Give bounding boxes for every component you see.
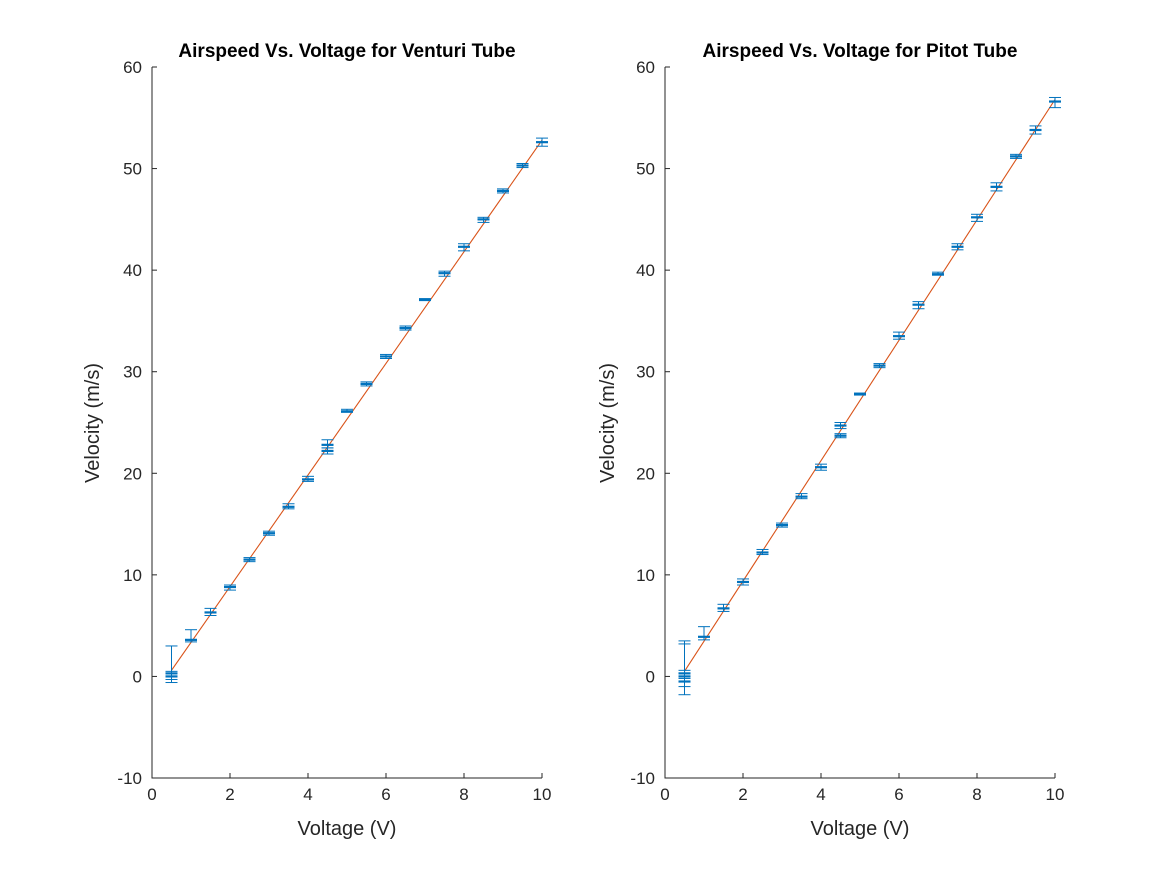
error-bar <box>854 392 866 396</box>
error-bar <box>185 629 197 643</box>
error-bar <box>912 301 925 310</box>
error-bar <box>477 216 490 223</box>
chart-title: Airspeed Vs. Voltage for Venturi Tube <box>178 41 515 62</box>
error-bar <box>438 270 451 277</box>
error-bar <box>282 503 295 510</box>
error-bar <box>516 162 529 169</box>
x-tick-label: 6 <box>381 785 390 804</box>
error-bar <box>990 182 1003 192</box>
error-bar <box>399 325 412 331</box>
plot-area <box>165 137 548 684</box>
y-tick-label: 50 <box>123 160 142 179</box>
error-bar <box>458 243 470 252</box>
error-bar <box>1010 153 1022 159</box>
error-bar <box>165 670 178 680</box>
error-bar <box>737 578 749 586</box>
error-bar <box>834 433 847 439</box>
error-bar <box>678 669 691 679</box>
error-bar <box>1049 96 1061 109</box>
error-bar <box>795 493 808 500</box>
y-tick-label: 60 <box>123 58 142 77</box>
y-tick-label: 50 <box>636 160 655 179</box>
error-bar <box>224 584 236 591</box>
error-bar <box>263 530 275 536</box>
x-tick-label: 8 <box>459 785 468 804</box>
error-bar <box>302 475 314 482</box>
error-bar <box>536 137 548 147</box>
axis-frame <box>664 67 1055 779</box>
fit-line <box>171 139 543 671</box>
error-bar <box>1029 125 1042 135</box>
y-tick-label: 0 <box>646 667 655 686</box>
error-bar <box>341 408 353 413</box>
chart-title: Airspeed Vs. Voltage for Pitot Tube <box>703 41 1018 62</box>
fit-line <box>684 99 1056 672</box>
y-tick-label: 30 <box>123 363 142 382</box>
error-bar <box>698 626 710 641</box>
x-tick-label: 4 <box>303 785 312 804</box>
y-tick-label: -10 <box>117 769 142 788</box>
error-bar <box>497 188 509 194</box>
error-bar <box>756 548 769 556</box>
axes-pitot: Airspeed Vs. Voltage for Pitot Tube Volt… <box>597 41 1064 840</box>
error-bar <box>815 463 827 471</box>
y-axis-label: Velocity (m/s) <box>82 363 104 483</box>
error-bar <box>321 439 334 449</box>
axes-venturi: Airspeed Vs. Voltage for Venturi Tube Vo… <box>82 41 551 840</box>
x-tick-label: 4 <box>816 785 825 804</box>
error-bar <box>893 331 905 340</box>
error-bar <box>380 353 392 360</box>
x-tick-label: 2 <box>738 785 747 804</box>
x-tick-label: 6 <box>894 785 903 804</box>
error-bar <box>243 557 256 563</box>
tick-group: 0 2 4 6 8 10 -10 0 10 20 30 40 50 60 <box>630 58 1064 804</box>
y-tick-label: 30 <box>636 363 655 382</box>
y-tick-label: 20 <box>636 464 655 483</box>
x-tick-label: 0 <box>147 785 156 804</box>
x-tick-label: 10 <box>533 785 552 804</box>
x-axis-label: Voltage (V) <box>298 818 397 840</box>
x-tick-label: 8 <box>972 785 981 804</box>
error-bar <box>834 422 847 430</box>
error-bar <box>678 643 691 688</box>
error-bar <box>204 607 217 616</box>
y-axis-label: Velocity (m/s) <box>597 363 619 483</box>
y-tick-label: 20 <box>123 464 142 483</box>
error-bar <box>971 213 983 222</box>
x-axis-label: Voltage (V) <box>811 818 910 840</box>
y-tick-label: 40 <box>123 261 142 280</box>
error-bar <box>932 271 944 276</box>
error-bar <box>360 381 373 387</box>
error-bar <box>951 243 964 251</box>
x-tick-label: 0 <box>660 785 669 804</box>
y-tick-label: 0 <box>133 667 142 686</box>
plot-area <box>678 96 1061 696</box>
error-bar <box>419 298 431 302</box>
x-tick-label: 2 <box>225 785 234 804</box>
error-bar <box>776 522 788 528</box>
y-tick-label: -10 <box>630 769 655 788</box>
x-tick-label: 10 <box>1046 785 1065 804</box>
tick-group: 0 2 4 6 8 10 -10 0 10 20 30 40 50 60 <box>117 58 551 804</box>
y-tick-label: 40 <box>636 261 655 280</box>
y-tick-label: 10 <box>636 566 655 585</box>
error-bar <box>717 603 730 612</box>
y-tick-label: 60 <box>636 58 655 77</box>
axis-frame <box>151 67 542 779</box>
y-tick-label: 10 <box>123 566 142 585</box>
error-bar <box>873 363 886 369</box>
